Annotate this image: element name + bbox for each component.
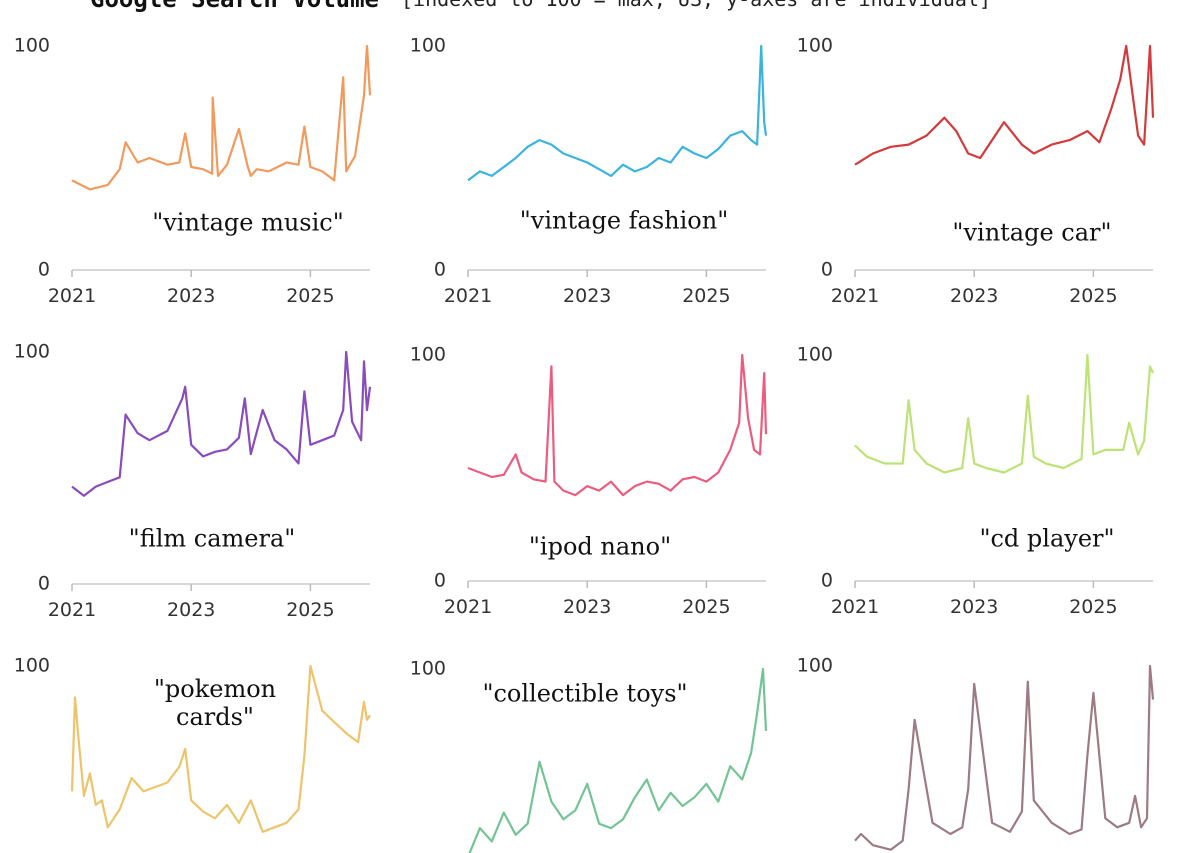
y-tick-label: 0	[38, 573, 50, 595]
panel-label: "vintage fashion"	[520, 207, 728, 235]
chart-panel-1: 0 100 2021 2023 2025 "vintage music"	[14, 35, 372, 307]
series-line-5	[467, 353, 768, 497]
series-line-9	[854, 664, 1155, 851]
figure-title-subtitle: [indexed to 100 = max; US; y-axes are in…	[401, 0, 991, 11]
chart-panel-5: 0 100 2021 2023 2025 "ipod nano"	[410, 344, 768, 618]
x-tick-label: 2025	[286, 285, 334, 307]
y-tick-label: 100	[797, 35, 833, 57]
y-tick-label: 0	[434, 570, 446, 592]
panel-label-line: cards"	[176, 703, 254, 731]
panel-label: "vintage car"	[952, 219, 1111, 247]
y-tick-label: 100	[797, 655, 833, 677]
series-line-3	[854, 44, 1155, 166]
chart-panel-3: 0 100 2021 2023 2025 "vintage car"	[797, 35, 1155, 307]
chart-panel-4: 0 100 2021 2023 2025 "film camera"	[14, 341, 372, 621]
y-tick-label: 0	[821, 259, 833, 281]
x-tick-label: 2025	[682, 596, 730, 618]
y-tick-label: 0	[434, 259, 446, 281]
x-tick-label: 2023	[950, 596, 998, 618]
x-tick-label: 2021	[831, 596, 879, 618]
y-tick-label: 100	[797, 344, 833, 366]
x-tick-label: 2025	[682, 285, 730, 307]
panel-label-line: "pokemon	[154, 675, 276, 703]
panel-label: "collectible toys"	[482, 680, 687, 708]
y-tick-label: 100	[14, 35, 50, 57]
chart-panel-7: 100 "pokemon cards"	[14, 655, 371, 833]
y-tick-label: 100	[14, 655, 50, 677]
y-tick-label: 100	[410, 344, 446, 366]
series-line-6	[854, 353, 1155, 474]
x-tick-label: 2023	[167, 285, 215, 307]
x-tick-label: 2021	[444, 285, 492, 307]
y-tick-label: 0	[38, 259, 50, 281]
y-tick-label: 100	[14, 341, 50, 363]
chart-panel-6: 0 100 2021 2023 2025 "cd player"	[797, 344, 1155, 618]
series-line-7	[70, 664, 371, 833]
panel-label: "ipod nano"	[529, 533, 671, 561]
chart-panel-2: 0 100 2021 2023 2025 "vintage fashion"	[410, 35, 768, 307]
series-line-4	[71, 350, 372, 497]
panel-label: "film camera"	[129, 525, 296, 553]
y-tick-label: 100	[410, 658, 446, 680]
x-tick-label: 2023	[167, 599, 215, 621]
x-tick-label: 2023	[563, 596, 611, 618]
x-tick-label: 2021	[831, 285, 879, 307]
panel-label: "cd player"	[979, 525, 1114, 553]
x-tick-label: 2023	[563, 285, 611, 307]
panel-label: "vintage music"	[152, 209, 344, 237]
series-line-2	[467, 44, 768, 182]
x-tick-label: 2025	[286, 599, 334, 621]
figure-title: Google Search Volume [indexed to 100 = m…	[90, 0, 991, 13]
x-tick-label: 2021	[444, 596, 492, 618]
chart-panel-9: 100	[797, 655, 1155, 851]
x-tick-label: 2025	[1069, 596, 1117, 618]
y-tick-label: 100	[410, 35, 446, 57]
series-line-8	[468, 667, 768, 853]
chart-panel-8: 100 "collectible toys"	[410, 658, 768, 853]
figure-title-main: Google Search Volume	[90, 0, 379, 13]
x-tick-label: 2023	[950, 285, 998, 307]
x-tick-label: 2021	[48, 285, 96, 307]
x-tick-label: 2021	[48, 599, 96, 621]
panel-label: "pokemon cards"	[154, 675, 276, 731]
y-tick-label: 0	[821, 570, 833, 592]
x-tick-label: 2025	[1069, 285, 1117, 307]
series-line-1	[71, 44, 372, 191]
